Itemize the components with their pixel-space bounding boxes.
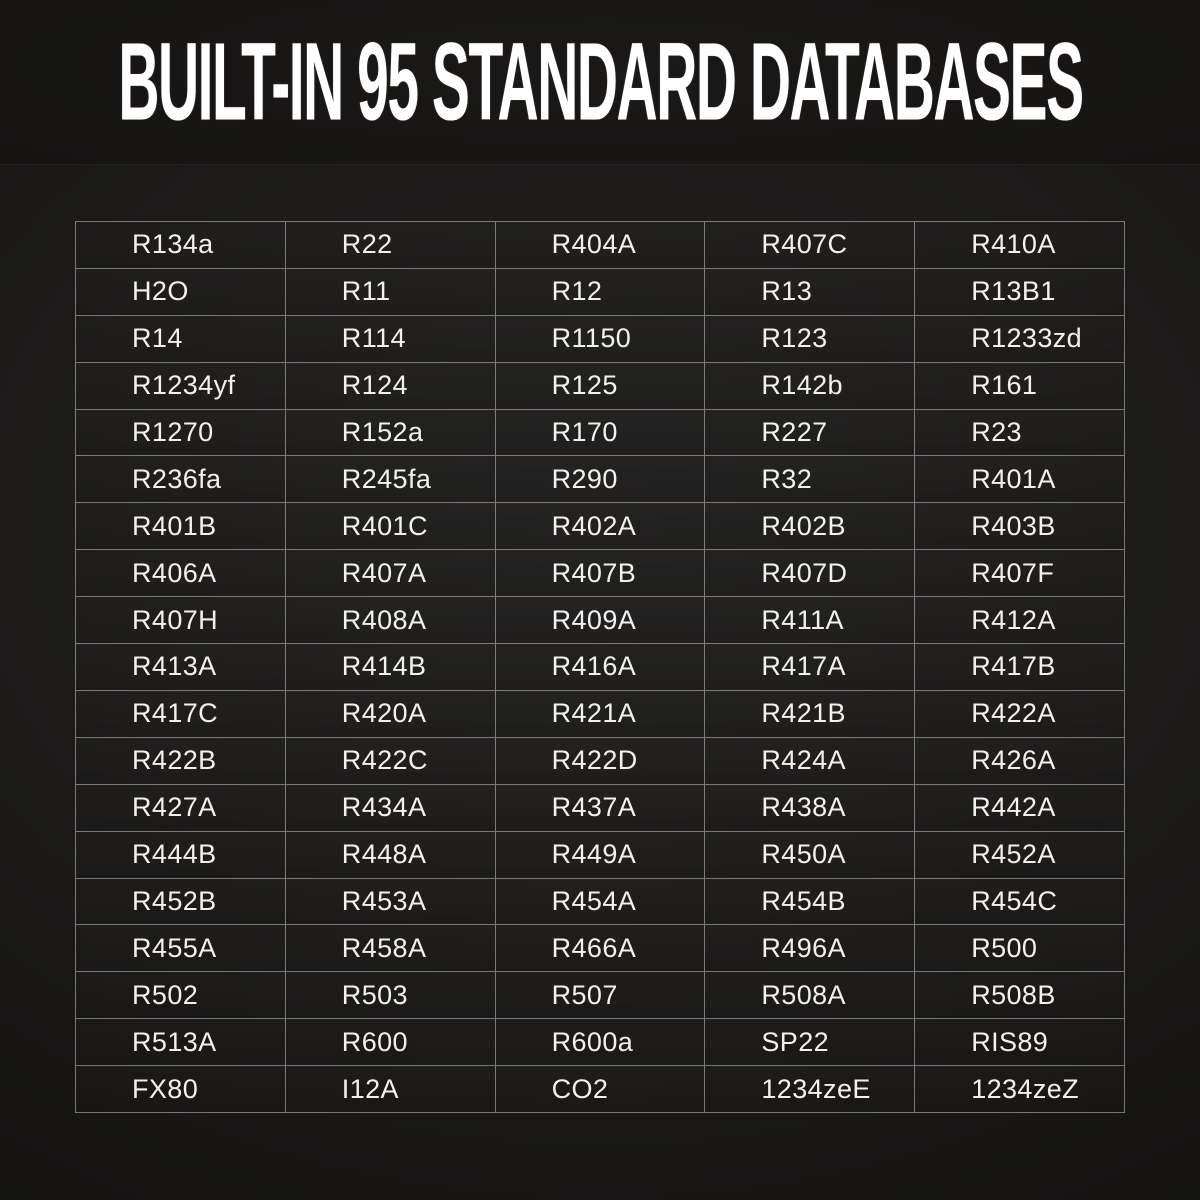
- table-cell: R449A: [494, 830, 705, 878]
- table-cell: R414B: [284, 643, 495, 690]
- table-cell: R454A: [494, 877, 705, 925]
- table-cell: R410A: [914, 221, 1124, 268]
- table-cell: R500: [914, 924, 1124, 972]
- table-cell: R1233zd: [914, 314, 1124, 362]
- table-cell: SP22: [704, 1018, 915, 1066]
- table-cell: R454C: [914, 877, 1124, 925]
- table-cell: R508A: [704, 971, 915, 1019]
- table-cell: R401A: [914, 455, 1124, 503]
- table-cell: R22: [284, 221, 495, 268]
- page-title: BUILT-IN 95 STANDARD DATABASES: [117, 18, 1084, 144]
- table-cell: R422B: [75, 736, 285, 784]
- table-cell: 1234zeZ: [914, 1065, 1124, 1112]
- table-cell: R406A: [75, 549, 285, 597]
- table-cell: R421A: [494, 689, 705, 737]
- table-cell: R424A: [704, 736, 915, 784]
- table-cell: R407C: [704, 221, 915, 268]
- table-cell: R437A: [494, 783, 705, 831]
- table-cell: R32: [704, 455, 915, 503]
- table-cell: I12A: [284, 1065, 495, 1112]
- table-cell: RIS89: [914, 1018, 1124, 1066]
- table-cell: R124: [284, 361, 495, 409]
- table-cell: R513A: [75, 1018, 285, 1066]
- table-cell: R466A: [494, 924, 705, 972]
- table-cell: R134a: [75, 221, 285, 268]
- table-cell: R407H: [75, 596, 285, 644]
- table-cell: R152a: [284, 408, 495, 456]
- table-cell: R454B: [704, 877, 915, 925]
- header-banner: BUILT-IN 95 STANDARD DATABASES: [0, 0, 1200, 165]
- table-cell: R245fa: [284, 455, 495, 503]
- table-cell: R403B: [914, 502, 1124, 550]
- table-cell: R600a: [494, 1018, 705, 1066]
- table-cell: CO2: [494, 1065, 705, 1112]
- table-cell: R416A: [494, 643, 705, 690]
- table-cell: R13B1: [914, 267, 1124, 315]
- table-cell: R600: [284, 1018, 495, 1066]
- table-cell: R407A: [284, 549, 495, 597]
- table-cell: R417B: [914, 643, 1124, 690]
- table-cell: R1234yf: [75, 361, 285, 409]
- table-cell: R452B: [75, 877, 285, 925]
- table-cell: R402A: [494, 502, 705, 550]
- table-cell: R417C: [75, 689, 285, 737]
- table-cell: R401C: [284, 502, 495, 550]
- table-cell: R23: [914, 408, 1124, 456]
- table-cell: R444B: [75, 830, 285, 878]
- table-cell: R404A: [494, 221, 705, 268]
- table-cell: R402B: [704, 502, 915, 550]
- table-cell: R422C: [284, 736, 495, 784]
- table-cell: R1150: [494, 314, 705, 362]
- table-cell: R442A: [914, 783, 1124, 831]
- table-cell: R420A: [284, 689, 495, 737]
- table-cell: R413A: [75, 643, 285, 690]
- table-cell: R236fa: [75, 455, 285, 503]
- table-cell: R1270: [75, 408, 285, 456]
- table-cell: R11: [284, 267, 495, 315]
- database-table: R134a R22 R404A R407C R410A H2O R11 R12 R13 R13B1…: [75, 221, 1125, 1113]
- table-cell: R427A: [75, 783, 285, 831]
- table-cell: R401B: [75, 502, 285, 550]
- table-cell: R142b: [704, 361, 915, 409]
- table-cell: R12: [494, 267, 705, 315]
- table-cell: R452A: [914, 830, 1124, 878]
- table-cell: 1234zeE: [704, 1065, 915, 1112]
- table-cell: R421B: [704, 689, 915, 737]
- table-cell: R453A: [284, 877, 495, 925]
- table-cell: R123: [704, 314, 915, 362]
- table-cell: FX80: [75, 1065, 285, 1112]
- table-cell: R14: [75, 314, 285, 362]
- table-cell: R496A: [704, 924, 915, 972]
- table-cell: R161: [914, 361, 1124, 409]
- table-cell: R411A: [704, 596, 915, 644]
- table-cell: R426A: [914, 736, 1124, 784]
- table-cell: R422A: [914, 689, 1124, 737]
- table-cell: R412A: [914, 596, 1124, 644]
- table-cell: R13: [704, 267, 915, 315]
- table-cell: R227: [704, 408, 915, 456]
- table-cell: R438A: [704, 783, 915, 831]
- table-cell: R170: [494, 408, 705, 456]
- table-cell: R417A: [704, 643, 915, 690]
- table-cell: R507: [494, 971, 705, 1019]
- table-cell: R448A: [284, 830, 495, 878]
- table-cell: R503: [284, 971, 495, 1019]
- table-cell: R407D: [704, 549, 915, 597]
- table-cell: R455A: [75, 924, 285, 972]
- table-cell: R422D: [494, 736, 705, 784]
- table-cell: R125: [494, 361, 705, 409]
- table-cell: R407F: [914, 549, 1124, 597]
- table-cell: H2O: [75, 267, 285, 315]
- table-cell: R458A: [284, 924, 495, 972]
- table-cell: R409A: [494, 596, 705, 644]
- table-cell: R502: [75, 971, 285, 1019]
- table-cell: R114: [284, 314, 495, 362]
- table-cell: R407B: [494, 549, 705, 597]
- table-cell: R450A: [704, 830, 915, 878]
- table-cell: R408A: [284, 596, 495, 644]
- table-cell: R290: [494, 455, 705, 503]
- table-cell: R434A: [284, 783, 495, 831]
- table-cell: R508B: [914, 971, 1124, 1019]
